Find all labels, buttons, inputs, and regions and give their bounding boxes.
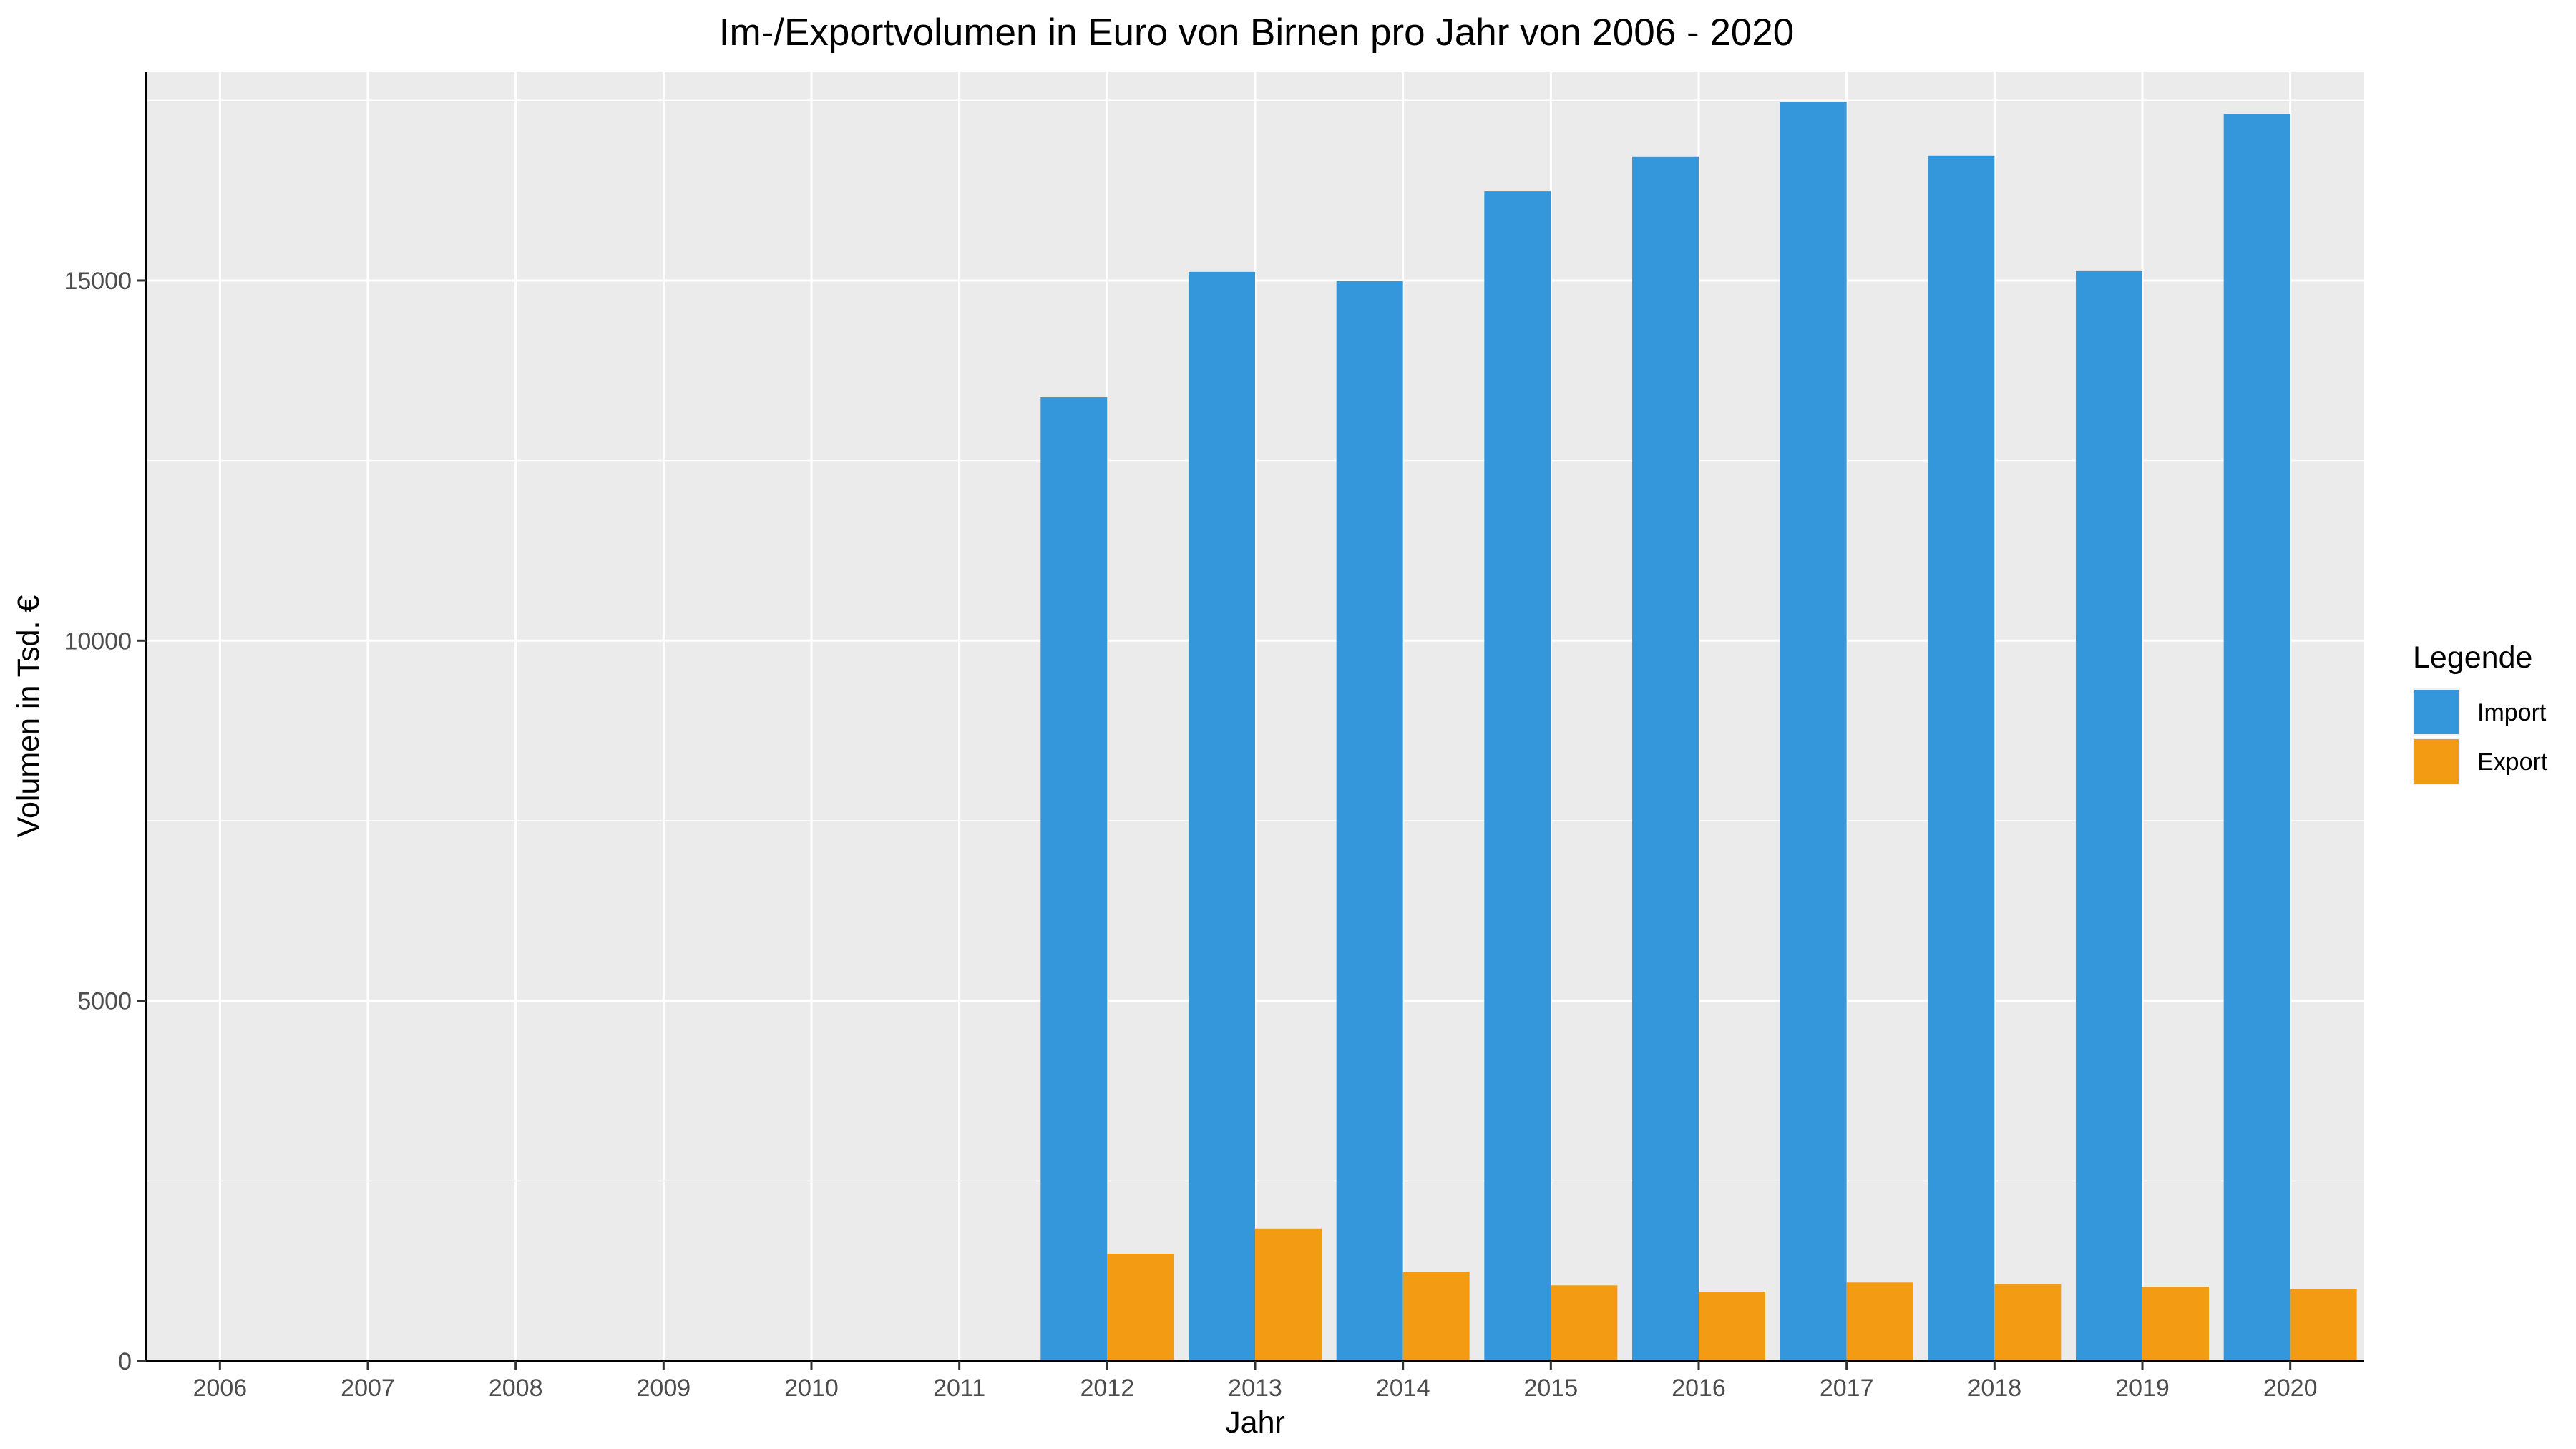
bar-import-2020 — [2223, 114, 2290, 1362]
bar-import-2012 — [1040, 397, 1108, 1361]
bar-export-2020 — [2290, 1289, 2357, 1361]
x-tick-label: 2009 — [637, 1375, 691, 1402]
bar-import-2018 — [1928, 155, 1995, 1361]
y-axis-ticks: 0 5000 10000 15000 — [64, 268, 146, 1375]
x-tick-label: 2014 — [1376, 1375, 1430, 1402]
bar-export-2017 — [1846, 1282, 1913, 1361]
bar-import-2016 — [1632, 156, 1699, 1362]
x-tick-label: 2007 — [341, 1375, 395, 1402]
x-tick-label: 2016 — [1672, 1375, 1726, 1402]
x-tick-label: 2008 — [489, 1375, 543, 1402]
bar-export-2014 — [1402, 1272, 1470, 1361]
bar-import-2017 — [1780, 102, 1847, 1361]
x-tick-label: 2015 — [1524, 1375, 1579, 1402]
bar-import-2015 — [1484, 191, 1551, 1362]
bar-import-2019 — [2076, 270, 2142, 1362]
x-axis-title: Jahr — [1225, 1405, 1285, 1440]
y-tick-label: 10000 — [64, 628, 132, 655]
x-tick-label: 2013 — [1228, 1375, 1282, 1402]
y-tick-label: 0 — [118, 1348, 132, 1375]
bar-export-2018 — [1994, 1284, 2062, 1361]
legend-swatch-import — [2414, 690, 2459, 734]
y-tick-label: 15000 — [64, 268, 132, 295]
bar-export-2016 — [1699, 1292, 1765, 1361]
x-tick-label: 2012 — [1080, 1375, 1135, 1402]
bar-export-2019 — [2142, 1287, 2209, 1361]
x-tick-label: 2006 — [193, 1375, 248, 1402]
legend: Legende Import Export — [2413, 640, 2548, 785]
x-tick-label: 2020 — [2263, 1375, 2318, 1402]
y-axis-title: Volumen in Tsd. € — [11, 595, 46, 838]
bar-export-2013 — [1255, 1228, 1322, 1361]
legend-label-import: Import — [2477, 699, 2547, 726]
bar-import-2014 — [1336, 280, 1403, 1362]
x-tick-label: 2011 — [933, 1375, 985, 1402]
legend-title: Legende — [2413, 640, 2532, 675]
x-tick-label: 2017 — [1820, 1375, 1874, 1402]
bar-export-2012 — [1107, 1254, 1174, 1361]
x-tick-label: 2010 — [784, 1375, 839, 1402]
x-tick-label: 2019 — [2115, 1375, 2170, 1402]
chart-title: Im-/Exportvolumen in Euro von Birnen pro… — [719, 11, 1794, 54]
legend-swatch-export — [2414, 739, 2459, 784]
x-tick-label: 2018 — [1968, 1375, 2022, 1402]
x-axis-ticks: 2006 2007 2008 2009 2010 2011 2012 2013 2014 2015… — [193, 1361, 2318, 1402]
bar-export-2015 — [1551, 1285, 1618, 1361]
legend-label-export: Export — [2477, 748, 2548, 776]
y-tick-label: 5000 — [77, 988, 132, 1015]
bar-import-2013 — [1189, 271, 1255, 1362]
bars — [1040, 102, 2357, 1362]
